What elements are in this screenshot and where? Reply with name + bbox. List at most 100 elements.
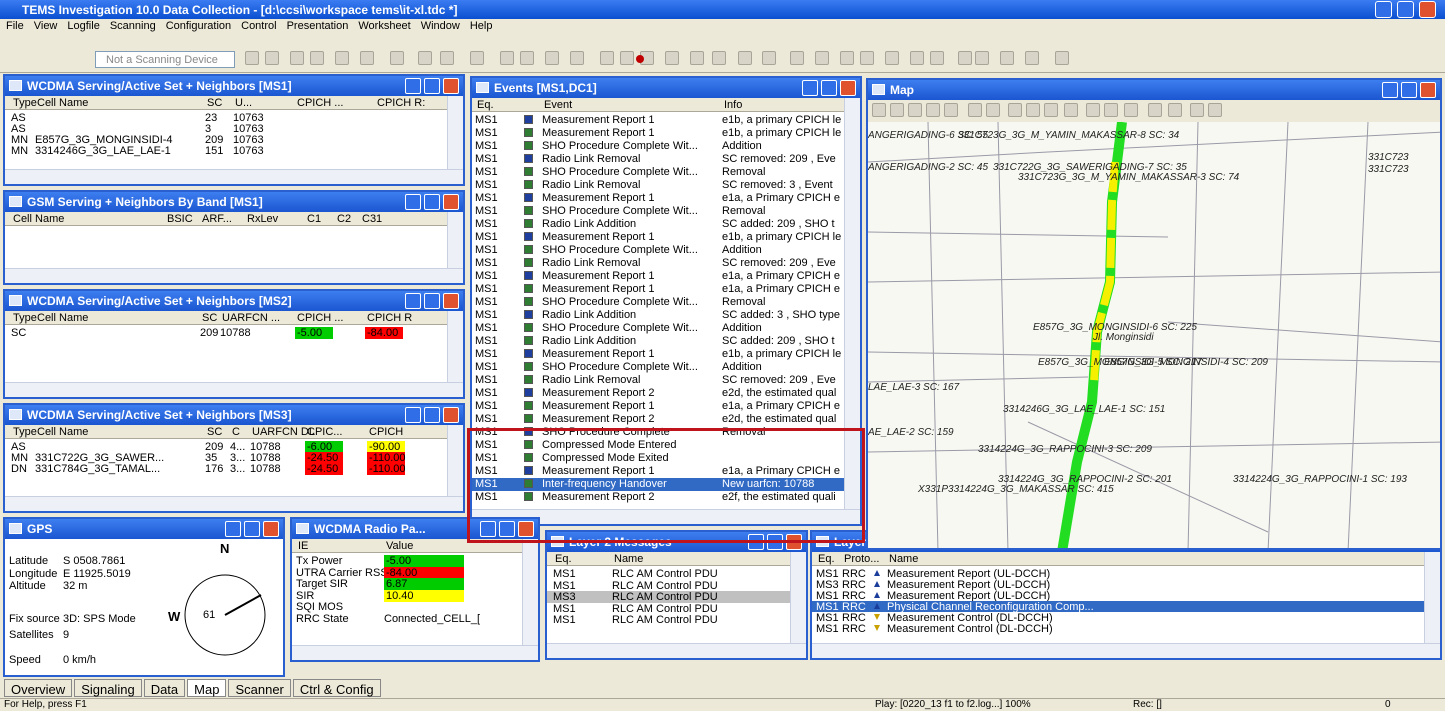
toolbar-button[interactable]	[815, 51, 829, 65]
minimize-button[interactable]	[405, 407, 421, 423]
toolbar-button[interactable]	[975, 51, 989, 65]
menu-item[interactable]: Help	[470, 20, 493, 32]
tab[interactable]: Overview	[4, 679, 72, 697]
toolbar-button[interactable]	[930, 51, 944, 65]
map-tool[interactable]	[1008, 103, 1022, 117]
close-button[interactable]	[443, 407, 459, 423]
map-tool[interactable]	[1148, 103, 1162, 117]
close-button[interactable]	[1420, 82, 1436, 98]
table-row[interactable]: SQI MOS	[292, 601, 522, 613]
maximize-button[interactable]	[424, 293, 440, 309]
map-tool[interactable]	[890, 103, 904, 117]
maximize-button[interactable]	[821, 80, 837, 96]
menu-item[interactable]: Configuration	[166, 20, 231, 32]
map-tool[interactable]	[944, 103, 958, 117]
tab[interactable]: Scanner	[228, 679, 290, 697]
menu-item[interactable]: View	[34, 20, 58, 32]
toolbar-button[interactable]	[570, 51, 584, 65]
toolbar-button[interactable]	[1055, 51, 1069, 65]
toolbar-button[interactable]	[958, 51, 972, 65]
toolbar-button[interactable]	[600, 51, 614, 65]
map-tool[interactable]	[908, 103, 922, 117]
menu-item[interactable]: Scanning	[110, 20, 156, 32]
toolbar-button[interactable]	[500, 51, 514, 65]
tab[interactable]: Data	[144, 679, 185, 697]
toolbar-button[interactable]	[885, 51, 899, 65]
minimize-button[interactable]	[405, 293, 421, 309]
toolbar-button[interactable]	[790, 51, 804, 65]
toolbar-button[interactable]	[390, 51, 404, 65]
maximize-button[interactable]	[424, 407, 440, 423]
toolbar-button[interactable]	[470, 51, 484, 65]
minimize-button[interactable]	[1382, 82, 1398, 98]
maximize-button[interactable]	[1401, 82, 1417, 98]
toolbar-button[interactable]	[245, 51, 259, 65]
minimize-button[interactable]	[225, 521, 241, 537]
menu-item[interactable]: Window	[421, 20, 460, 32]
minimize-button[interactable]	[802, 80, 818, 96]
toolbar-button[interactable]	[310, 51, 324, 65]
map-tool[interactable]	[968, 103, 982, 117]
toolbar-button[interactable]	[418, 51, 432, 65]
toolbar-button[interactable]	[620, 51, 634, 65]
map-tool[interactable]	[1168, 103, 1182, 117]
toolbar-button[interactable]	[335, 51, 349, 65]
table-row[interactable]: UTRA Carrier RSSI-84.00	[292, 567, 522, 579]
table-row[interactable]: MS1RRCMeasurement Report (UL-DCCH)	[812, 590, 1424, 601]
toolbar-button[interactable]	[712, 51, 726, 65]
map-tool[interactable]	[986, 103, 1000, 117]
menu-item[interactable]: File	[6, 20, 24, 32]
toolbar-button[interactable]	[738, 51, 752, 65]
toolbar-button[interactable]	[690, 51, 704, 65]
maximize-button[interactable]	[1397, 1, 1414, 18]
tab[interactable]: Ctrl & Config	[293, 679, 381, 697]
maximize-button[interactable]	[424, 78, 440, 94]
minimize-button[interactable]	[405, 78, 421, 94]
table-row[interactable]: MS1Radio Link RemovalSC removed: 209 , E…	[472, 374, 844, 387]
map-tool[interactable]	[1086, 103, 1100, 117]
menu-item[interactable]: Logfile	[67, 20, 99, 32]
toolbar-button[interactable]	[265, 51, 279, 65]
device-combo[interactable]: Not a Scanning Device	[95, 51, 235, 68]
table-row[interactable]: SIR10.40	[292, 590, 522, 602]
toolbar-button[interactable]	[860, 51, 874, 65]
map-tool[interactable]	[1104, 103, 1118, 117]
map-tool[interactable]	[1124, 103, 1138, 117]
toolbar-button[interactable]	[520, 51, 534, 65]
tab[interactable]: Map	[187, 679, 226, 697]
maximize-button[interactable]	[244, 521, 260, 537]
close-button[interactable]	[443, 293, 459, 309]
table-row[interactable]: MS3RLC AM Control PDU	[547, 591, 790, 603]
table-row[interactable]: MS1Measurement Report 1e1b, a primary CP…	[472, 127, 844, 140]
toolbar-button[interactable]	[910, 51, 924, 65]
close-button[interactable]	[263, 521, 279, 537]
menu-item[interactable]: Control	[241, 20, 276, 32]
toolbar-button[interactable]	[360, 51, 374, 65]
